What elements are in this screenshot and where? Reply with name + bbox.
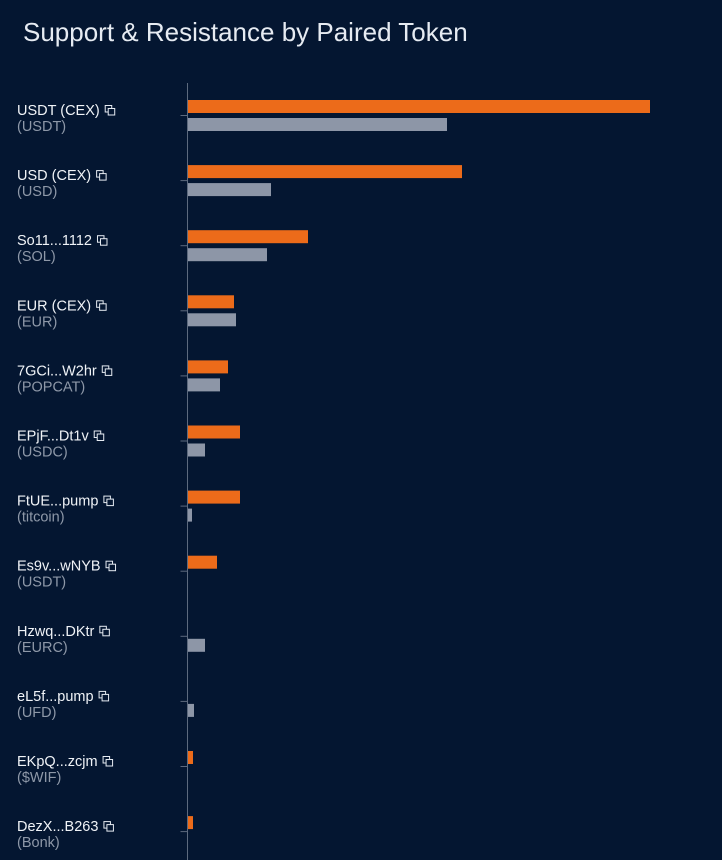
bar-series-1[interactable] [188,751,193,764]
copy-icon[interactable] [96,170,107,181]
bar-series-1[interactable] [188,425,240,439]
bar-series-2[interactable] [188,183,271,197]
bar-series-2[interactable] [188,443,205,457]
category-symbol-label: (USDT) [17,119,66,135]
bar-series-1[interactable] [188,230,308,244]
category-name-label: eL5f...pump [17,689,94,705]
bars [188,100,650,830]
category-symbol-label: (Bonk) [17,835,60,851]
bar-series-2[interactable] [188,248,267,262]
copy-icon[interactable] [102,756,114,767]
category-symbol-label: (EUR) [17,314,57,330]
copy-icon[interactable] [103,821,114,832]
category-symbol-label: ($WIF) [17,770,61,786]
copy-icon[interactable] [96,235,108,246]
copy-icon[interactable] [98,690,110,702]
bar-series-1[interactable] [188,165,462,179]
bar-series-1[interactable] [188,360,228,374]
bar-series-2[interactable] [188,638,205,652]
category-symbol-label: (USDT) [17,575,66,591]
category-symbol-label: (USDC) [17,445,68,461]
bar-series-2[interactable] [188,118,447,131]
bar-series-2[interactable] [188,508,192,522]
category-name-label: EUR (CEX) [17,298,91,314]
bar-series-1[interactable] [188,295,234,309]
category-name-label: Es9v...wNYB [17,559,101,575]
bar-series-1[interactable] [188,816,193,830]
bar-series-2[interactable] [188,703,194,717]
bar-series-2[interactable] [188,313,236,327]
category-symbol-label: (SOL) [17,249,56,265]
copy-icon[interactable] [103,495,114,507]
category-name-label: EPjF...Dt1v [17,429,89,445]
copy-icon[interactable] [104,105,116,116]
chart-title: Support & Resistance by Paired Token [23,17,468,47]
category-symbol-label: (titcoin) [17,510,65,526]
category-name-label: USD (CEX) [17,168,91,184]
category-name-label: USDT (CEX) [17,103,100,119]
category-symbol-label: (POPCAT) [17,379,85,395]
y-axis [180,83,188,860]
copy-icon[interactable] [105,560,117,572]
bar-series-1[interactable] [188,490,240,504]
copy-icon[interactable] [101,365,113,376]
bar-series-2[interactable] [188,378,220,392]
category-name-label: 7GCi...W2hr [17,363,97,379]
category-symbol-label: (EURC) [17,640,68,656]
category-name-label: EKpQ...zcjm [17,754,98,770]
copy-icon[interactable] [93,430,105,441]
category-name-label: So11...1112 [17,233,92,249]
category-name-label: Hzwq...DKtr [17,624,95,640]
bar-series-1[interactable] [188,555,217,569]
copy-icon[interactable] [96,300,107,311]
category-name-label: DezX...B263 [17,819,98,835]
category-name-label: FtUE...pump [17,494,98,510]
category-symbol-label: (UFD) [17,705,56,721]
copy-icon[interactable] [99,625,110,637]
category-labels: USDT (CEX)(USDT)USD (CEX)(USD)So11...111… [17,103,117,851]
bar-series-1[interactable] [188,100,650,113]
category-symbol-label: (USD) [17,184,57,200]
